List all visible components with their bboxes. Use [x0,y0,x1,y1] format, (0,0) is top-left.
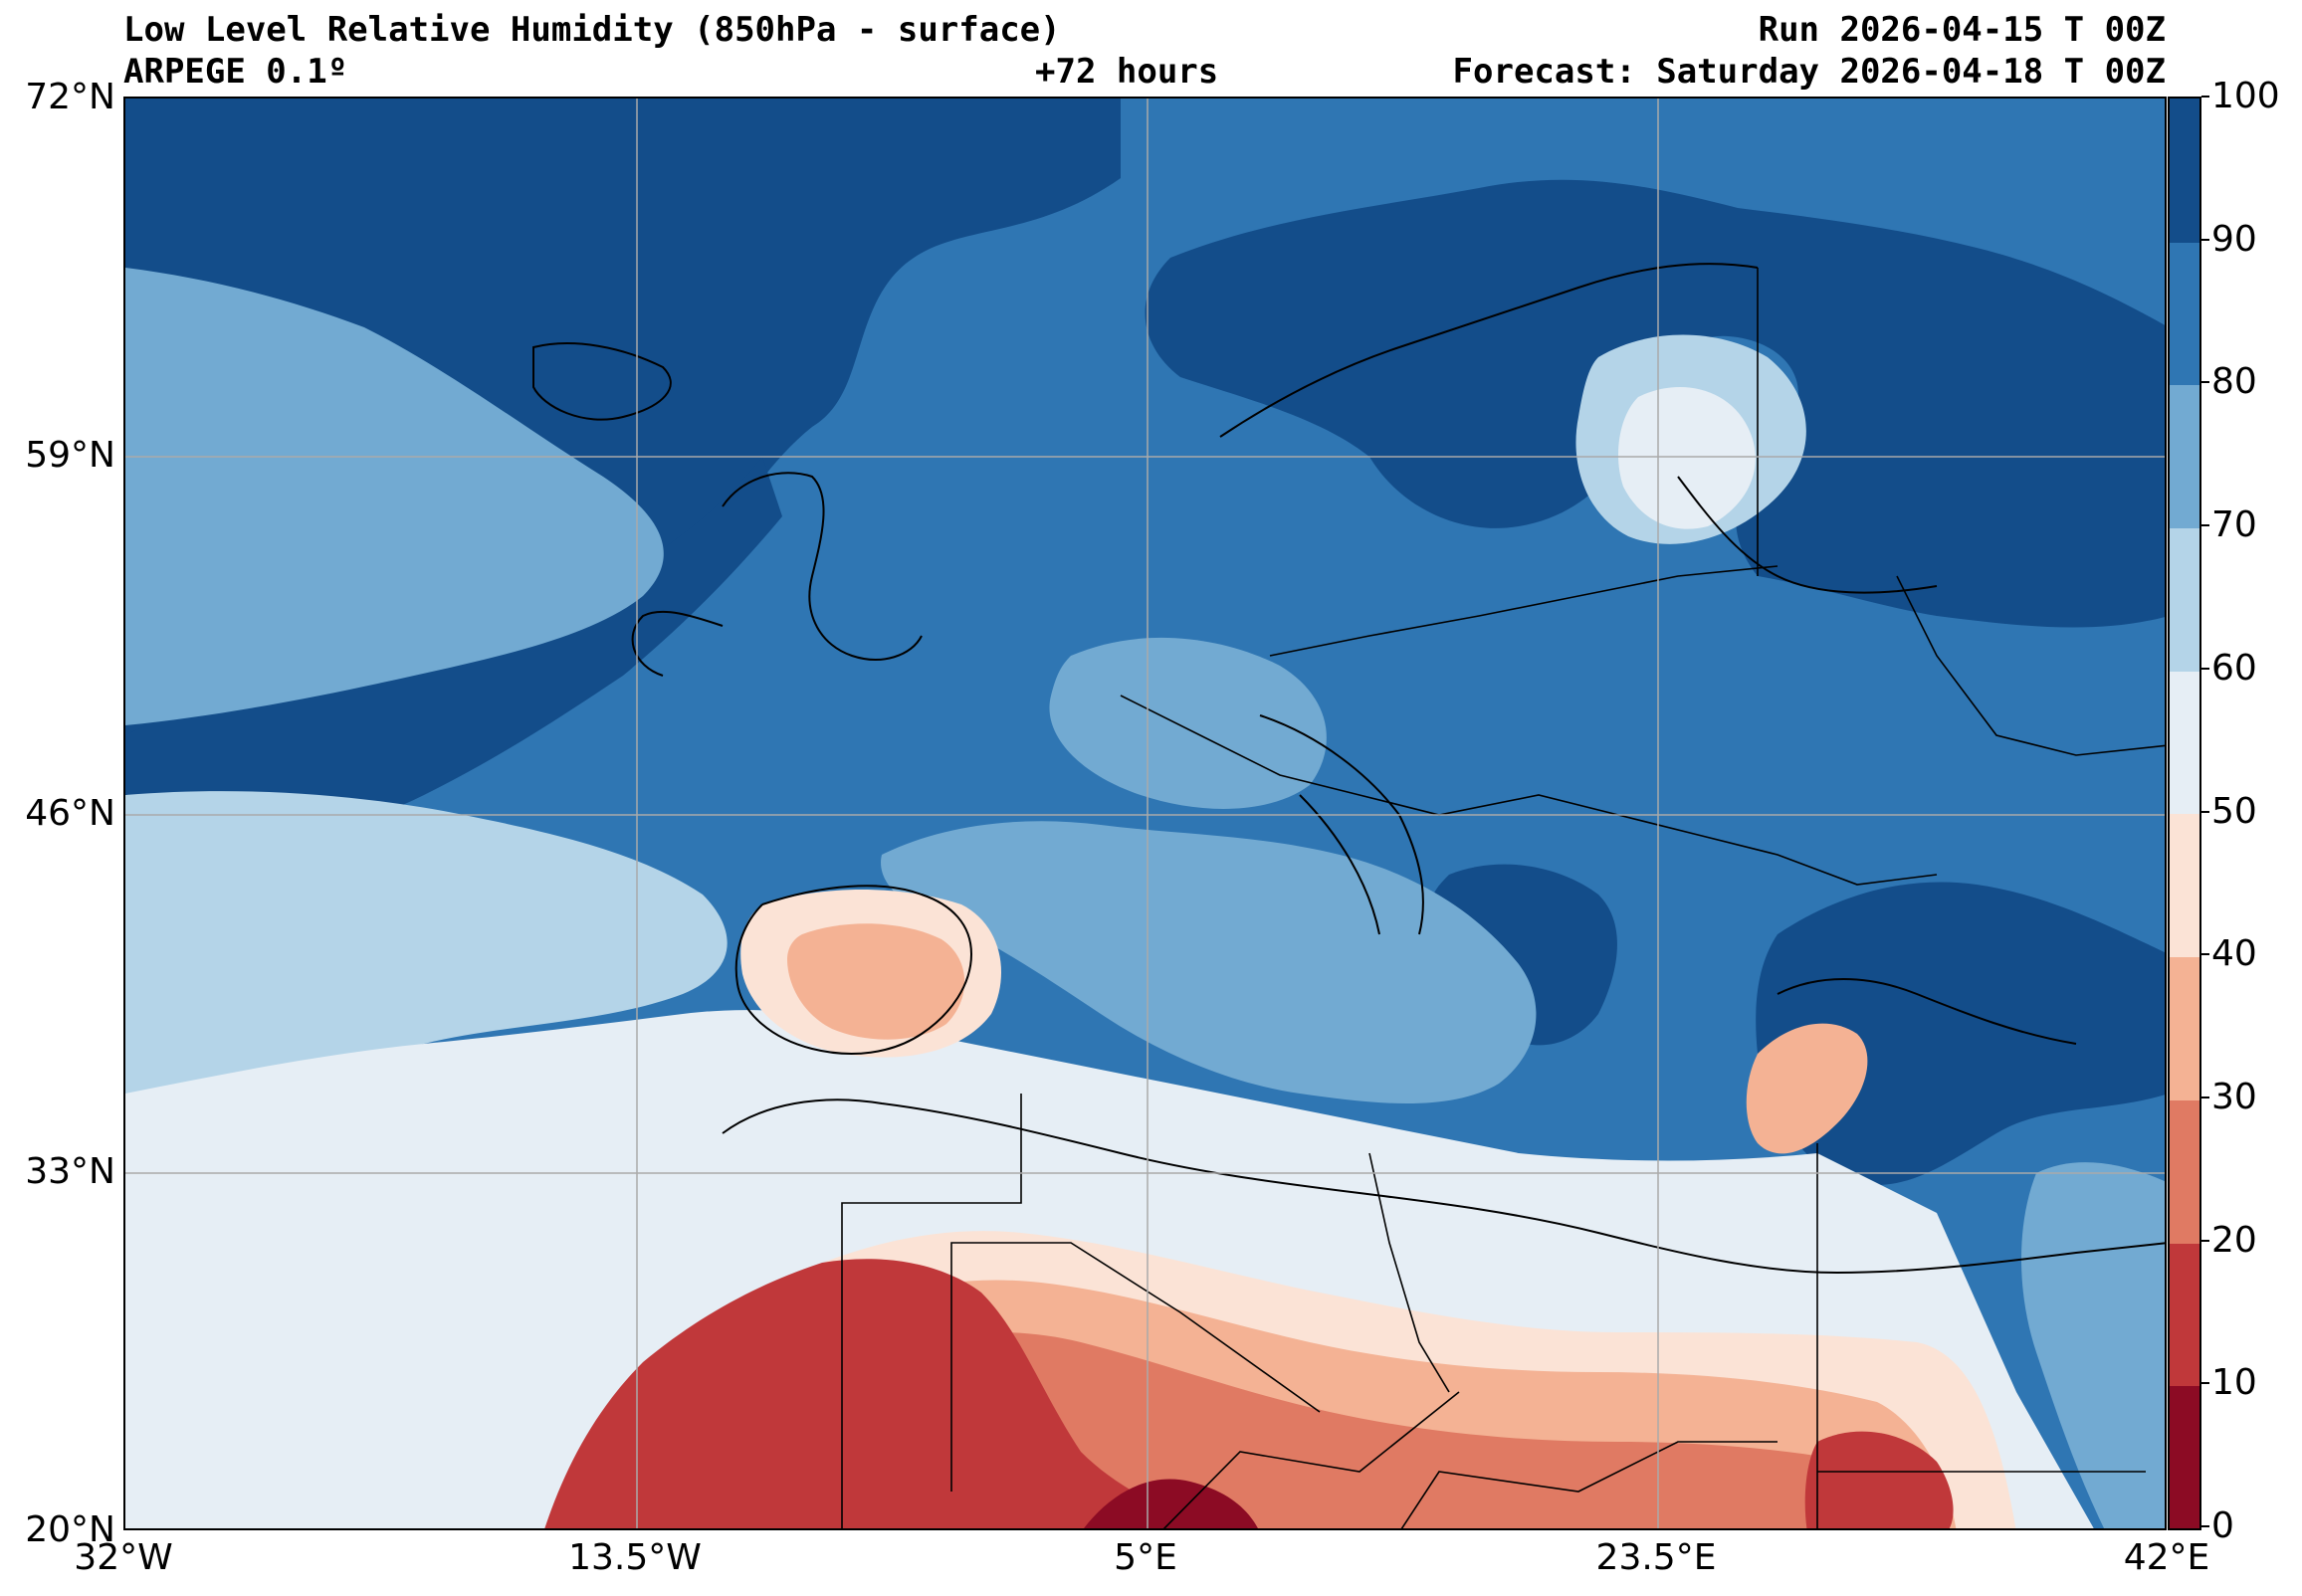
colorbar-tick-label: 90 [2211,218,2257,260]
colorbar-tick-label: 70 [2211,504,2257,546]
field-10-20-sahara [544,1259,1211,1528]
colorbar-segment [2170,813,2199,958]
lat-label-33n: 33°N [25,1151,115,1192]
colorbar-tick-label: 20 [2211,1219,2257,1261]
colorbar-segment [2170,527,2199,672]
field-10-20-libya [1804,1431,1954,1528]
field-90-100-east [1756,882,2165,1185]
colorbar-segment [2170,1385,2199,1528]
field-70-80-atlantic [125,268,664,725]
humidity-map [123,97,2167,1530]
chart-title: Low Level Relative Humidity (850hPa - su… [123,10,1061,50]
colorbar [2168,97,2201,1530]
field-90-100-scandinavia [1145,179,2165,628]
model-label: ARPEGE 0.1º [123,52,348,92]
run-label: Run 2026-04-15 T 00Z [1758,10,2166,50]
colorbar-tick-mark [2201,238,2209,241]
colorbar-segment [2170,1242,2199,1387]
field-70-80-mideast [2021,1162,2165,1528]
forecast-label: Forecast: Saturday 2026-04-18 T 00Z [1452,52,2166,92]
colorbar-tick-mark [2201,667,2209,670]
colorbar-segment [2170,670,2199,815]
colorbar-tick-label: 80 [2211,361,2257,403]
colorbar-tick-mark [2201,524,2209,527]
colorbar-segment [2170,99,2199,243]
colorbar-tick-mark [2201,810,2209,813]
country-borders [841,268,2165,1528]
lat-label-46n: 46°N [25,793,115,834]
lat-label-59n: 59°N [25,435,115,476]
colorbar-tick-mark [2201,1096,2209,1098]
colorbar-segment [2170,1098,2199,1244]
field-30-40-iberia [787,923,965,1040]
colorbar-segment [2170,956,2199,1100]
lon-label-42e: 42°E [2123,1537,2210,1578]
colorbar-segment [2170,384,2199,529]
colorbar-tick-label: 50 [2211,790,2257,832]
colorbar-tick-label: 60 [2211,647,2257,689]
colorbar-tick-label: 30 [2211,1076,2257,1117]
colorbar-tick-label: 10 [2211,1362,2257,1404]
lat-label-72n: 72°N [25,77,115,117]
colorbar-segment [2170,241,2199,386]
colorbar-tick-mark [2201,1525,2209,1527]
colorbar-tick-mark [2201,381,2209,384]
lon-label-32w: 32°W [74,1537,173,1578]
lead-time-label: +72 hours [1035,52,1219,92]
lon-label-13-5w: 13.5°W [568,1537,702,1578]
colorbar-tick-mark [2201,1382,2209,1385]
field-0-10-sahara [1084,1479,1258,1528]
colorbar-tick-label: 40 [2211,933,2257,975]
field-70-80-central [1049,637,1327,809]
colorbar-tick-label: 0 [2211,1505,2234,1546]
colorbar-tick-label: 100 [2211,76,2280,116]
lon-label-5e: 5°E [1114,1537,1177,1578]
field-70-80-med [881,821,1537,1103]
colorbar-tick-mark [2201,1239,2209,1242]
field-60-70-iberia-coast [125,791,728,1103]
lon-label-23-5e: 23.5°E [1595,1537,1717,1578]
map-field [125,99,2165,1528]
field-50-60-sweden [1618,387,1756,529]
colorbar-tick-mark [2201,96,2209,98]
field-30-40-aegean [1746,1023,1868,1154]
lat-label-20n: 20°N [25,1509,115,1550]
colorbar-tick-mark [2201,953,2209,956]
gridlines [125,99,2165,1528]
